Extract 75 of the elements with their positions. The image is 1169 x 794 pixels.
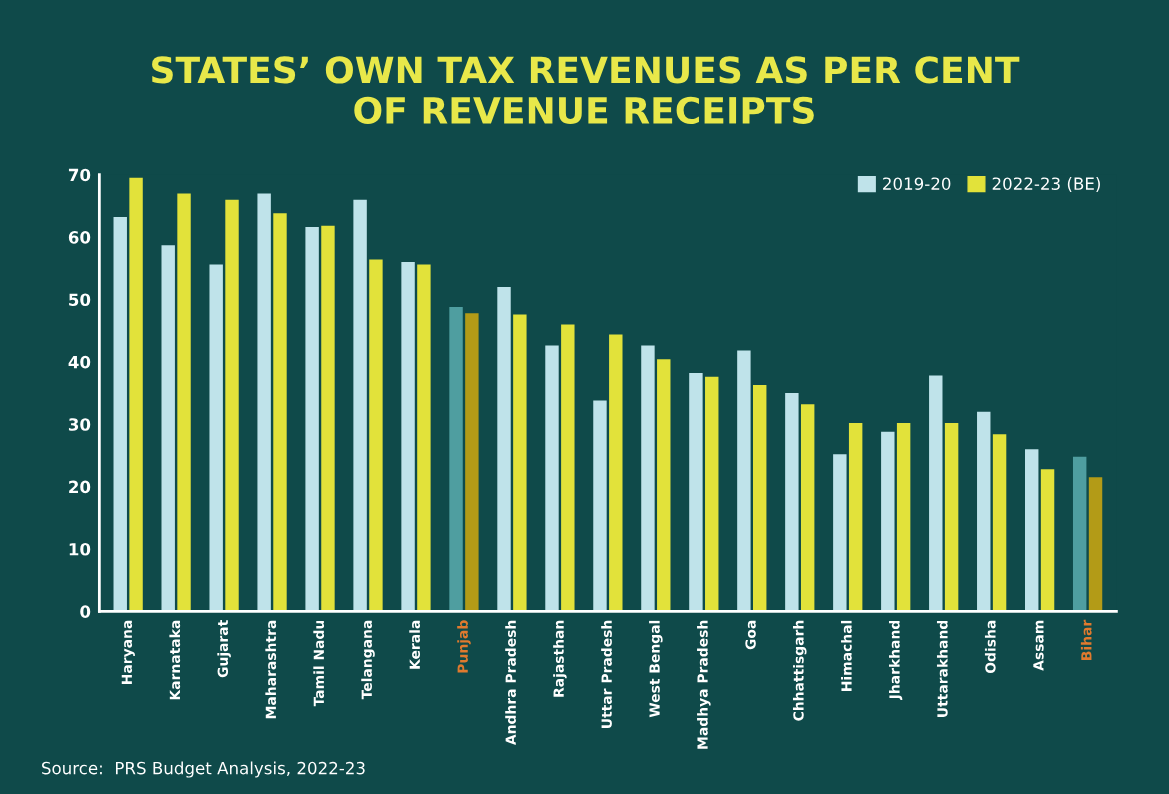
x-tick-label: Tamil Nadu	[313, 620, 325, 707]
legend-label: 2019-20	[883, 177, 951, 190]
bar	[641, 345, 655, 612]
bar	[1025, 449, 1039, 612]
bar	[273, 213, 287, 612]
x-tick-label: Rajasthan	[553, 620, 567, 697]
x-tick-label: Chhattisgarh	[793, 620, 807, 721]
x-tick-label: Bihar	[1080, 619, 1092, 660]
bar	[209, 264, 223, 612]
x-tick-label: Madhya Pradesh	[697, 620, 711, 749]
x-tick-label: Telangana	[361, 620, 375, 700]
bar	[561, 324, 575, 612]
chart-title: STATES’ OWN TAX REVENUES AS PER CENT OF REVENUE RECEIPTS	[152, 56, 1020, 124]
legend-label: 2022-23 (BE)	[992, 177, 1100, 192]
x-tick-label: Himachal	[841, 620, 852, 691]
y-tick-label: 20	[69, 480, 91, 494]
x-tick-label: Assam	[1033, 620, 1044, 671]
bar	[609, 334, 623, 612]
bar	[225, 199, 239, 612]
y-tick-label: 50	[69, 293, 91, 307]
bar	[881, 431, 895, 612]
x-tick-label: Andhra Pradesh	[505, 620, 516, 746]
x-tick-label: Punjab	[457, 620, 471, 673]
x-tick-label: Jharkhand	[889, 620, 903, 701]
x-tick-label: West Bengal	[649, 620, 663, 718]
bar	[321, 225, 335, 612]
bar	[449, 306, 463, 612]
bar	[977, 411, 991, 612]
y-tick-label: 40	[68, 355, 91, 369]
bar	[833, 454, 847, 612]
bar	[705, 376, 719, 612]
bar	[785, 393, 799, 612]
bar	[161, 245, 175, 612]
y-tick-label: 60	[68, 231, 91, 244]
bar	[689, 373, 703, 612]
bar	[848, 422, 863, 612]
bar	[896, 422, 911, 612]
bar	[177, 193, 191, 612]
y-tick-label: 10	[69, 542, 91, 556]
x-tick-label: Uttarakhand	[936, 620, 948, 717]
bar	[129, 177, 143, 612]
bar	[929, 375, 943, 612]
y-tick-label: 70	[68, 168, 91, 182]
y-tick-label: 30	[68, 418, 91, 431]
bar	[944, 422, 959, 612]
bar	[417, 264, 431, 612]
bar	[513, 314, 527, 612]
bar	[737, 350, 751, 612]
bar	[257, 193, 271, 612]
bar	[992, 434, 1007, 612]
bar	[369, 259, 383, 612]
y-tick-label: 0	[80, 605, 91, 618]
x-tick-label: Goa	[745, 620, 756, 650]
x-tick-label: Odisha	[984, 620, 996, 674]
x-tick-label: Kerala	[409, 620, 421, 669]
bar	[800, 404, 815, 612]
x-tick-label: Uttar Pradesh	[601, 620, 612, 728]
bar	[657, 359, 671, 612]
x-tick-label: Karnataka	[169, 620, 181, 700]
x-tick-label: Gujarat	[217, 620, 231, 678]
bar	[465, 313, 479, 612]
source-note: Source: PRS Budget Analysis, 2022-23	[42, 761, 365, 778]
bar	[305, 227, 319, 612]
x-tick-label: Maharashtra	[265, 620, 277, 719]
bar	[353, 199, 367, 612]
bar	[497, 286, 511, 612]
bar	[113, 217, 127, 612]
bar	[545, 345, 559, 612]
bar	[1040, 469, 1055, 612]
bar	[1088, 477, 1103, 612]
x-tick-label: Haryana	[121, 620, 135, 684]
bar	[753, 384, 767, 612]
bar	[401, 262, 415, 612]
bar	[1072, 456, 1087, 612]
bar	[593, 400, 607, 612]
